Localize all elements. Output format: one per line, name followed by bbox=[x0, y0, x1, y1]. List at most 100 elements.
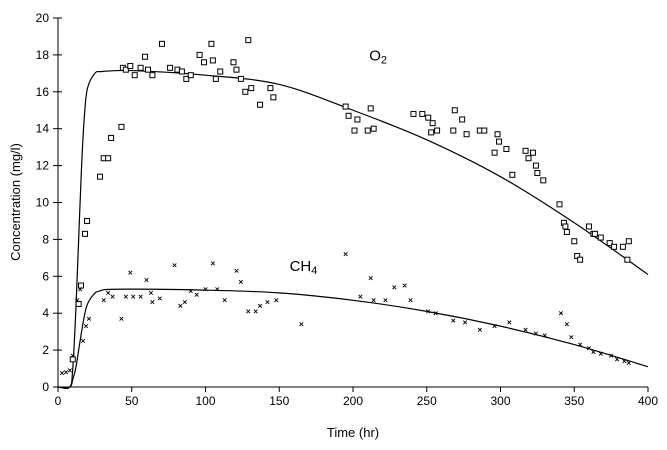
ch4-point bbox=[533, 331, 539, 336]
ch4-point bbox=[178, 303, 183, 308]
ch4-point bbox=[138, 294, 143, 299]
fit-curve-o2 bbox=[57, 69, 649, 389]
y-tick-label: 16 bbox=[36, 85, 50, 99]
o2-point bbox=[562, 223, 569, 230]
o2-point bbox=[105, 155, 112, 162]
data-points bbox=[59, 37, 632, 376]
ch4-point bbox=[558, 311, 564, 316]
ch4-point bbox=[477, 327, 482, 332]
o2-point bbox=[586, 223, 592, 230]
o2-point bbox=[370, 125, 377, 132]
ticks: 0 50 100 150 200 250 300 350 400 0 2 4 6 8 10 12 14 16 18 2… bbox=[36, 11, 659, 408]
y-tick-label: 18 bbox=[36, 48, 50, 62]
annotations: O2 CH4 bbox=[290, 47, 387, 276]
x-tick-label: 300 bbox=[490, 394, 510, 408]
ch4-point bbox=[238, 279, 244, 284]
o2-point bbox=[367, 105, 374, 112]
y-tick-label: 10 bbox=[36, 196, 50, 210]
ch4-point bbox=[194, 292, 199, 297]
x-tick-label: 250 bbox=[417, 394, 437, 408]
x-tick-label: 400 bbox=[638, 394, 658, 408]
o2-point bbox=[212, 75, 219, 82]
o2-point bbox=[509, 171, 516, 178]
y-tick-label: 12 bbox=[36, 159, 50, 173]
fit-curve-ch4 bbox=[57, 288, 649, 389]
ch4-point bbox=[626, 360, 631, 366]
ch4-point bbox=[542, 333, 547, 338]
ch4-point bbox=[265, 300, 270, 305]
ch4-point bbox=[157, 296, 162, 301]
ch4-point bbox=[59, 371, 65, 376]
o2-point bbox=[178, 68, 185, 75]
ch4-point bbox=[203, 287, 208, 292]
o2-point bbox=[591, 230, 598, 237]
o2-point bbox=[187, 72, 194, 79]
y-tick-label: 0 bbox=[42, 380, 49, 394]
ch4-point bbox=[426, 309, 431, 314]
o2-point bbox=[209, 57, 216, 64]
ch4-point bbox=[150, 300, 155, 305]
o2-point bbox=[451, 107, 458, 114]
o2-point bbox=[345, 112, 352, 119]
ch4-point bbox=[86, 316, 92, 321]
ch4-point bbox=[234, 268, 239, 273]
o2-point bbox=[410, 110, 417, 117]
o2-point bbox=[463, 131, 470, 138]
o2-point bbox=[137, 64, 144, 71]
o2-point bbox=[97, 173, 104, 180]
ch4-point bbox=[80, 338, 86, 343]
ch4-point bbox=[402, 283, 407, 288]
ch4-point bbox=[523, 327, 528, 332]
ch4-point bbox=[70, 353, 75, 358]
o2-point bbox=[354, 116, 361, 123]
y-tick-label: 2 bbox=[42, 343, 49, 357]
o2-point bbox=[242, 88, 249, 95]
ch4-point bbox=[78, 287, 83, 292]
ch4-point bbox=[83, 323, 89, 329]
o2-point bbox=[237, 75, 244, 82]
o2-point bbox=[217, 68, 224, 75]
ch4-point bbox=[492, 323, 497, 329]
o2-point bbox=[230, 59, 237, 66]
o2-point bbox=[167, 64, 174, 71]
y-tick-label: 20 bbox=[36, 11, 50, 25]
ch4-point bbox=[101, 298, 106, 303]
o2-point bbox=[69, 356, 76, 363]
o2-point bbox=[481, 127, 488, 134]
o2-point bbox=[429, 120, 436, 127]
ch4-point bbox=[358, 294, 363, 299]
o2-point bbox=[131, 72, 138, 79]
ch4-point bbox=[131, 294, 136, 299]
o2-point bbox=[611, 243, 618, 250]
y-axis-label: Concentration (mg/l) bbox=[8, 143, 23, 261]
ch4-point bbox=[182, 300, 187, 305]
ch4-point bbox=[144, 277, 149, 283]
o2-point bbox=[364, 127, 371, 134]
x-tick-label: 200 bbox=[343, 394, 363, 408]
o2-point bbox=[425, 114, 432, 121]
ch4-point bbox=[609, 353, 614, 358]
o2-point bbox=[233, 66, 240, 73]
y-tick-label: 14 bbox=[36, 122, 50, 136]
o2-point bbox=[450, 127, 457, 134]
o2-point bbox=[108, 134, 115, 141]
o2-point bbox=[342, 103, 349, 110]
o2-point bbox=[624, 256, 631, 263]
o2-point bbox=[257, 101, 264, 108]
ch4-point bbox=[408, 298, 413, 303]
ch4-point bbox=[462, 320, 468, 325]
o2-point bbox=[459, 116, 466, 123]
ch4-point bbox=[598, 351, 603, 356]
ch4-point bbox=[274, 298, 279, 303]
ch4-point bbox=[215, 287, 220, 292]
o2-point bbox=[122, 66, 129, 73]
o2-point bbox=[270, 94, 277, 101]
o2-point bbox=[496, 138, 503, 145]
o2-point bbox=[351, 127, 358, 134]
o2-point bbox=[540, 177, 547, 184]
ch4-point bbox=[210, 261, 215, 266]
ch4-point bbox=[507, 320, 512, 325]
ch4-point bbox=[75, 298, 80, 303]
o2-point bbox=[619, 243, 626, 250]
o2-point bbox=[118, 123, 125, 130]
